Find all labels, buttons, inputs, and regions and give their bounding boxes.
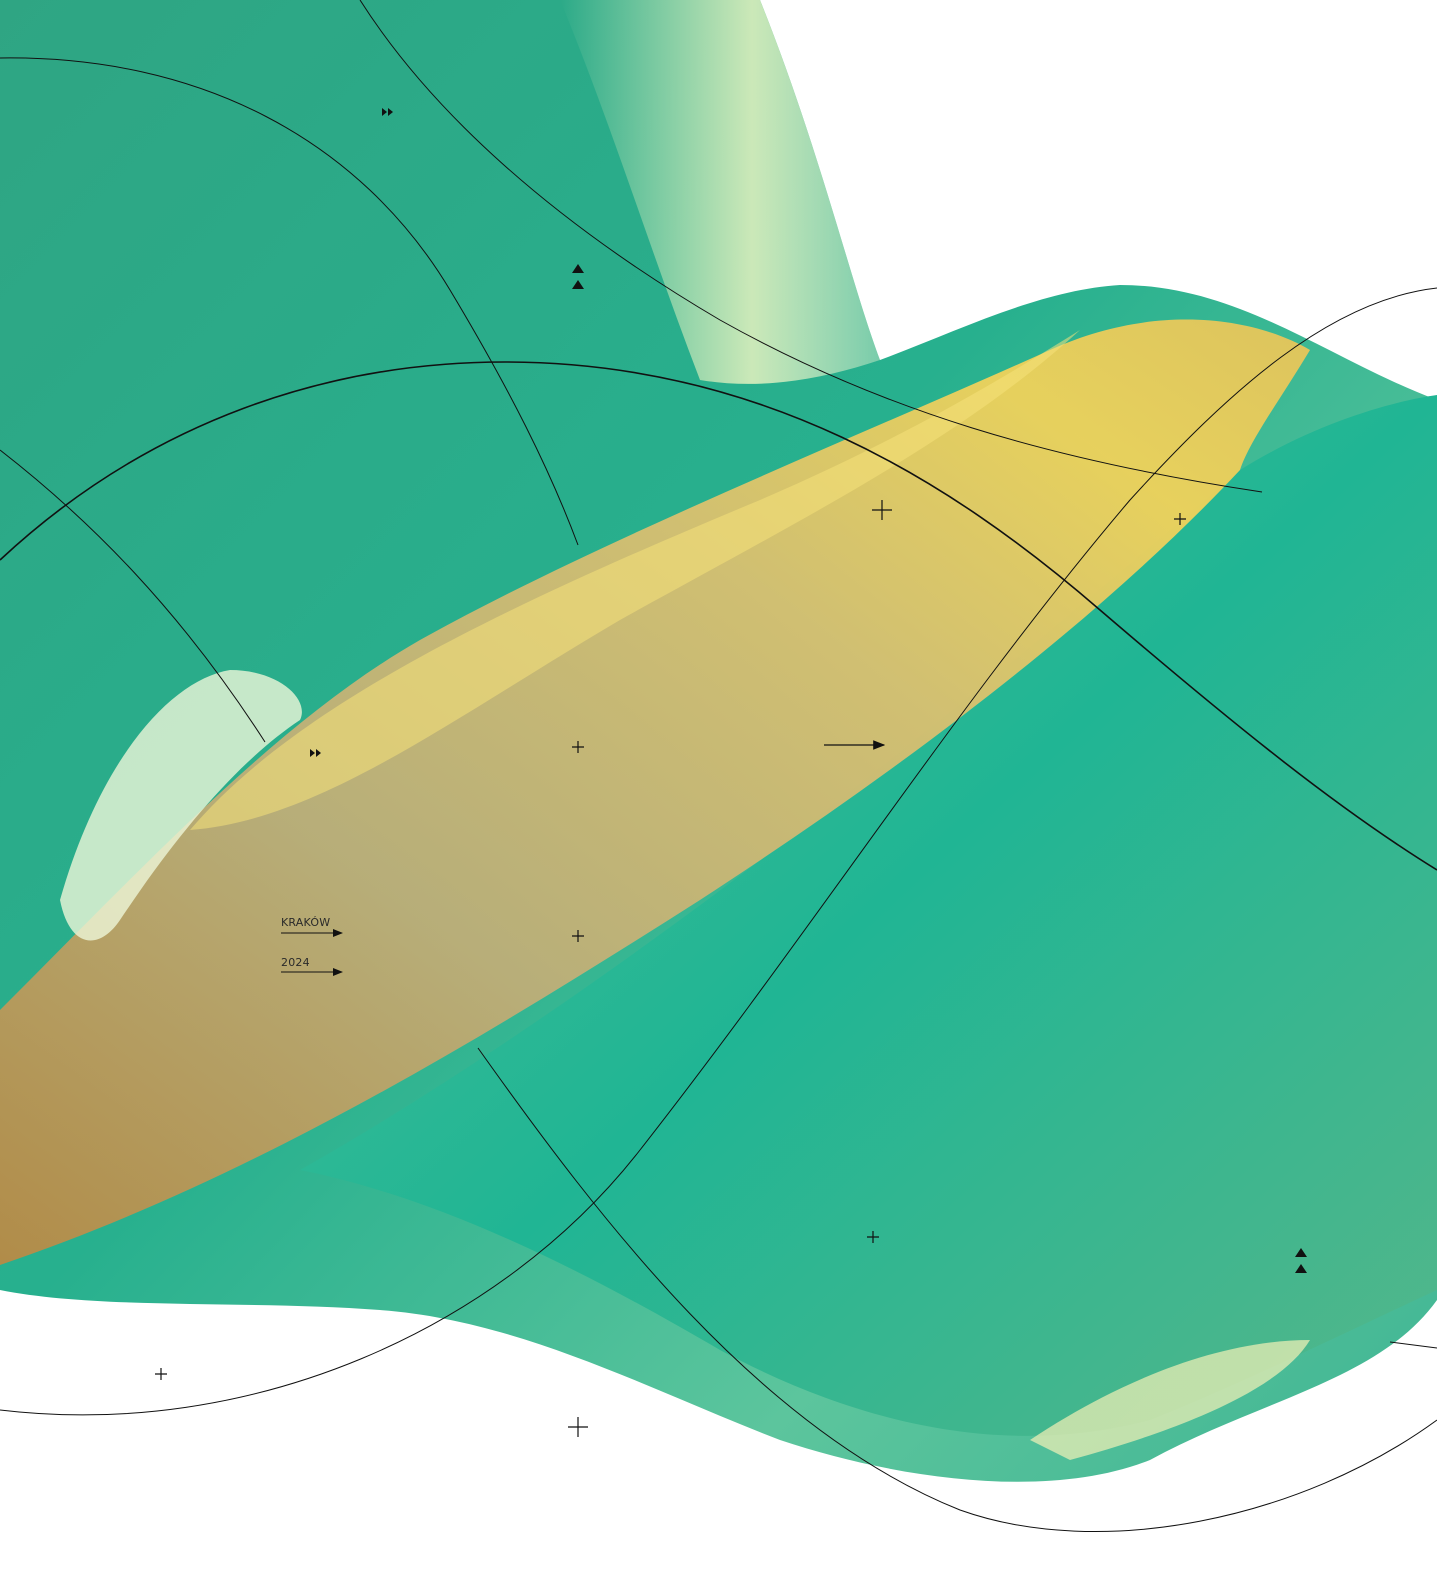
pale-swirl [60,670,302,941]
wave-line [0,287,1437,1416]
bottom-glint [1030,1340,1310,1460]
triangle-icons [572,264,1307,1273]
arc-line [0,361,1437,871]
gold-highlight [190,330,1080,830]
arc-line [0,57,579,546]
arc-line [477,1047,1437,1532]
caption-city: KRAKÓW [281,916,330,929]
arc-line [1389,1341,1437,1349]
plus-markers [155,500,1186,1437]
gold-ribbon [0,319,1310,1266]
glass-sheen [560,0,880,384]
arc-line [359,0,1263,493]
fast-forward-icons [310,108,393,757]
arc-line [0,449,266,743]
caption-year: 2024 [281,956,310,969]
